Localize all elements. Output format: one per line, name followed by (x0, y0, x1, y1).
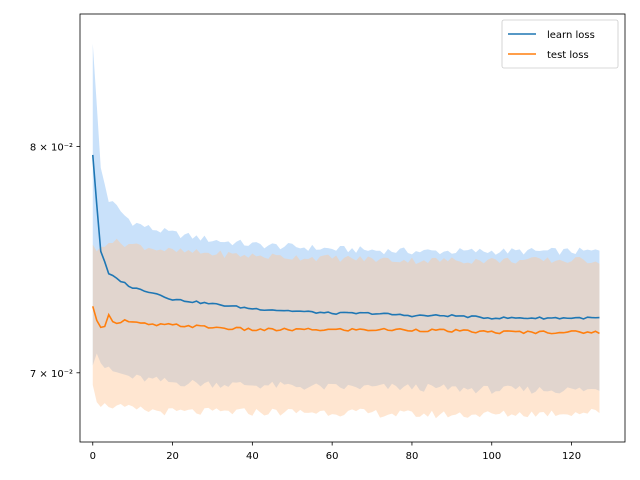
axes-frame (79, 13, 626, 443)
band-learn-loss (92, 43, 600, 394)
x-tick-label: 0 (90, 451, 96, 462)
x-tick-label: 100 (482, 451, 501, 462)
y-axis: 7 × 10⁻² 8 × 10⁻² (30, 142, 80, 380)
x-tick-label: 120 (562, 451, 581, 462)
y-tick-label: 7 × 10⁻² (30, 369, 73, 380)
y-tick-label: 8 × 10⁻² (30, 142, 73, 153)
line-test-loss (92, 306, 600, 335)
confidence-bands (92, 43, 600, 419)
x-tick-label: 60 (326, 451, 339, 462)
series-lines (91, 154, 600, 335)
legend-box (501, 19, 619, 69)
x-tick-label: 40 (246, 451, 259, 462)
legend: learn loss test loss (501, 19, 619, 69)
legend-label-learn-loss: learn loss (547, 30, 595, 41)
line-learn-loss (91, 154, 600, 320)
x-axis: 0 20 40 60 80 100 120 (90, 442, 581, 462)
band-test-loss (92, 238, 600, 419)
x-tick-label: 20 (166, 451, 179, 462)
x-tick-label: 80 (406, 451, 419, 462)
legend-label-test-loss: test loss (547, 50, 589, 61)
